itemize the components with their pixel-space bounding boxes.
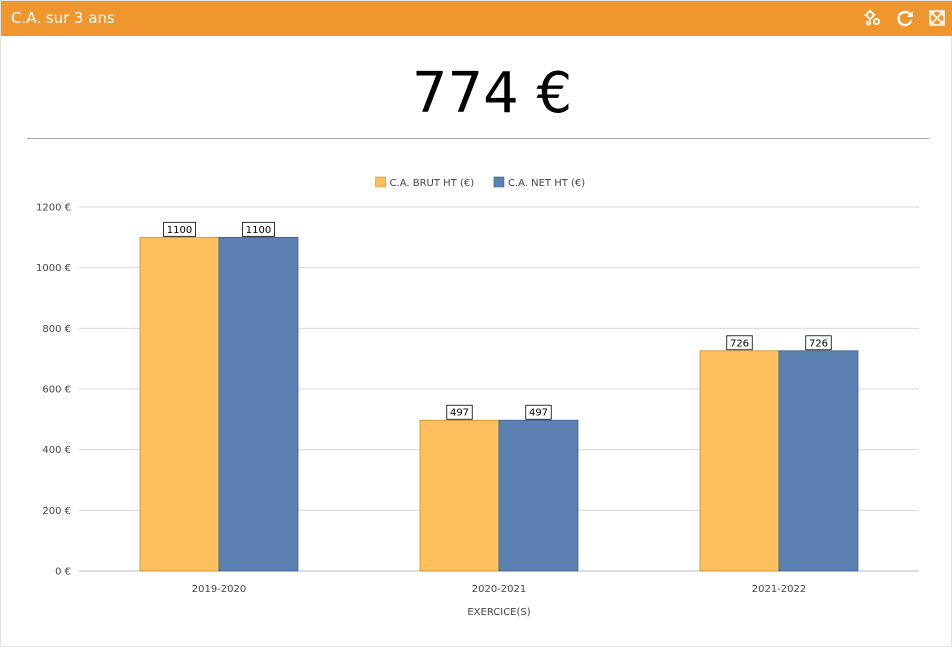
data-label: 497: [529, 408, 548, 419]
y-tick-label: 800 €: [42, 324, 71, 335]
legend-swatch: [375, 176, 386, 188]
data-label-box: [163, 221, 196, 237]
x-axis-title: EXERCICE(S): [467, 607, 530, 618]
data-label-box: [805, 335, 832, 351]
data-label: 1100: [246, 225, 271, 236]
data-label: 726: [809, 338, 828, 349]
bar-chart: 0 € 200 € 400 € 600 € 800 € 1000 € 1200 € 1100 1…: [36, 176, 919, 618]
legend-label: C.A. BRUT HT (€): [390, 178, 475, 189]
data-label-box: [726, 335, 753, 351]
y-tick-label: 1000 €: [36, 263, 71, 274]
bar: [498, 419, 579, 572]
fullscreen-icon[interactable]: [927, 8, 947, 28]
settings-icon[interactable]: [863, 8, 883, 28]
data-label-box: [446, 404, 473, 420]
legend-label: C.A. NET HT (€): [508, 178, 585, 189]
x-tick-label: 2021-2022: [752, 584, 807, 595]
data-label: 1100: [167, 225, 192, 236]
y-tick-label: 0 €: [55, 567, 71, 578]
bar: [419, 419, 500, 572]
data-label: 497: [450, 408, 469, 419]
separator-line: [27, 138, 929, 139]
refresh-icon[interactable]: [895, 8, 915, 28]
legend-swatch: [493, 176, 505, 188]
widget-header: C.A. sur 3 ans: [1, 1, 952, 36]
data-label-box: [525, 404, 552, 420]
kpi-value: 774 €: [411, 61, 573, 126]
x-tick-label: 2020-2021: [472, 584, 527, 595]
x-tick-label: 2019-2020: [192, 584, 247, 595]
widget-title: C.A. sur 3 ans: [11, 9, 115, 27]
bar: [778, 350, 859, 572]
bar: [218, 236, 299, 572]
bar: [139, 236, 220, 572]
y-tick-label: 400 €: [42, 445, 71, 456]
data-label-box: [242, 221, 275, 237]
y-tick-label: 1200 €: [36, 203, 71, 214]
data-label: 726: [730, 338, 749, 349]
y-tick-label: 600 €: [42, 385, 71, 396]
y-tick-label: 200 €: [42, 506, 71, 517]
bar: [699, 350, 780, 572]
